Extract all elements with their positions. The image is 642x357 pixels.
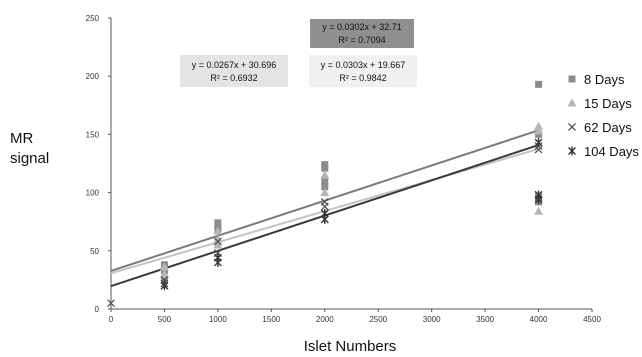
y-tick-label: 250 bbox=[86, 14, 100, 23]
data-point-triangle bbox=[534, 206, 544, 215]
data-point-triangle bbox=[320, 188, 330, 197]
x-tick-label: 1500 bbox=[262, 315, 280, 324]
r-squared-1: R² = 0.7094 bbox=[338, 35, 385, 45]
equation-box-2-bg bbox=[180, 55, 288, 87]
y-axis-title-line2: signal bbox=[10, 150, 49, 167]
legend-marker-x bbox=[568, 123, 576, 131]
data-point-triangle bbox=[159, 269, 169, 278]
y-tick-label: 0 bbox=[95, 305, 100, 314]
data-point-x bbox=[160, 275, 169, 284]
x-axis-title: Islet Numbers bbox=[304, 338, 397, 355]
legend-label: 15 Days bbox=[584, 96, 632, 111]
data-point-square bbox=[321, 164, 329, 172]
data-point-triangle bbox=[320, 170, 330, 179]
x-tick-label: 1000 bbox=[209, 315, 227, 324]
y-tick-label: 50 bbox=[90, 247, 99, 256]
x-tick-label: 500 bbox=[158, 315, 172, 324]
r-squared-3: R² = 0.9842 bbox=[339, 73, 386, 83]
y-axis-title-line1: MR bbox=[10, 130, 33, 147]
data-point-square bbox=[321, 177, 329, 185]
x-tick-label: 3000 bbox=[423, 315, 441, 324]
data-point-triangle bbox=[213, 226, 223, 235]
data-point-square bbox=[535, 80, 543, 88]
data-point-triangle bbox=[213, 240, 223, 249]
x-tick-label: 4500 bbox=[583, 315, 601, 324]
x-tick-label: 4000 bbox=[530, 315, 548, 324]
data-point-star bbox=[213, 257, 222, 267]
data-point-x bbox=[320, 202, 329, 211]
equation-box-1: y = 0.0302x + 32.71 R² = 0.7094 bbox=[310, 19, 414, 48]
data-point-triangle bbox=[159, 262, 169, 271]
equation-box-1-bg bbox=[310, 19, 414, 48]
data-point-triangle bbox=[534, 126, 544, 135]
tick-labels: 0 500 1000 1500 2000 2500 3000 3500 4000 4500 0 50 1… bbox=[86, 14, 602, 324]
y-tick-label: 100 bbox=[86, 189, 100, 198]
data-point-square bbox=[321, 183, 329, 191]
legend-label: 104 Days bbox=[584, 144, 639, 159]
legend-marker-star bbox=[568, 146, 576, 156]
data-point-star bbox=[534, 195, 543, 205]
axes bbox=[110, 18, 592, 310]
equation-3: y = 0.0303x + 19.667 bbox=[321, 60, 406, 70]
trendlines bbox=[110, 129, 539, 288]
x-tick-label: 0 bbox=[109, 315, 114, 324]
y-tick-label: 150 bbox=[86, 130, 100, 139]
x-tick-label: 2500 bbox=[369, 315, 387, 324]
data-point-x bbox=[534, 145, 543, 154]
equation-box-2: y = 0.0267x + 30.696 R² = 0.6932 bbox=[180, 55, 288, 87]
equation-box-3: y = 0.0303x + 19.667 R² = 0.9842 bbox=[309, 55, 417, 87]
data-point-triangle bbox=[534, 121, 544, 130]
equation-box-3-bg bbox=[309, 55, 417, 87]
data-point-star bbox=[534, 138, 543, 148]
equation-2: y = 0.0267x + 30.696 bbox=[192, 60, 277, 70]
trendline-1 bbox=[110, 129, 539, 272]
data-point-star bbox=[160, 281, 169, 291]
legend-label: 62 Days bbox=[584, 120, 632, 135]
data-points bbox=[107, 80, 544, 308]
legend: 8 Days 15 Days 62 Days 104 Days bbox=[567, 72, 639, 159]
equation-1: y = 0.0302x + 32.71 bbox=[322, 22, 402, 32]
legend-label: 8 Days bbox=[584, 72, 625, 87]
data-point-star bbox=[320, 214, 329, 224]
x-tick-label: 2000 bbox=[316, 315, 334, 324]
r-squared-2: R² = 0.6932 bbox=[210, 73, 257, 83]
data-point-triangle bbox=[213, 234, 223, 243]
data-point-x bbox=[107, 299, 115, 308]
x-tick-label: 3500 bbox=[476, 315, 494, 324]
y-tick-label: 200 bbox=[86, 72, 100, 81]
data-point-x bbox=[213, 237, 222, 246]
legend-marker-square bbox=[568, 75, 576, 83]
legend-marker-triangle bbox=[567, 98, 577, 107]
